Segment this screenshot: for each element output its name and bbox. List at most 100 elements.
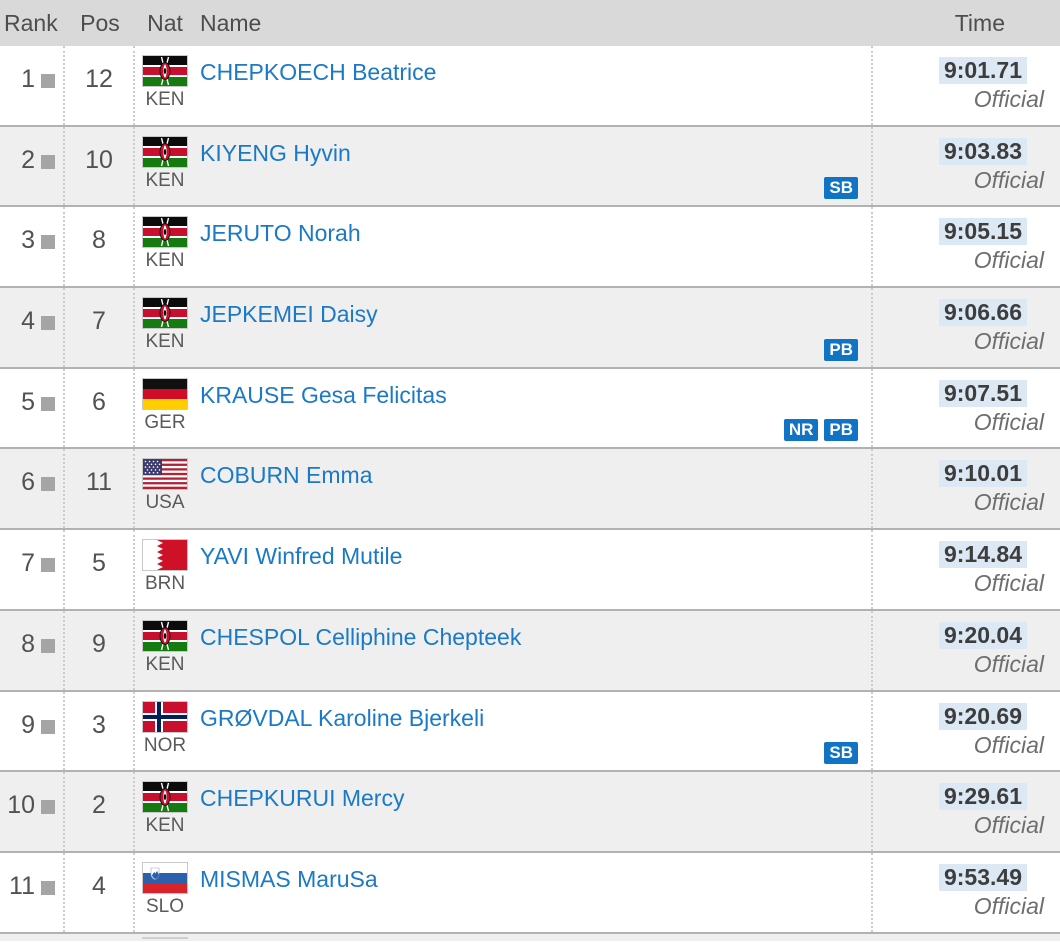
badge-container: PB xyxy=(824,338,858,361)
name-cell: YAVI Winfred Mutile xyxy=(195,530,871,609)
country-code: KEN xyxy=(145,89,185,110)
time-status: Official xyxy=(973,570,1044,597)
time-value: 9:05.15 xyxy=(938,218,1027,246)
rank-cell: 1 xyxy=(0,46,65,125)
pos-value: 2 xyxy=(92,791,106,820)
rank-value: 4 xyxy=(21,307,35,336)
nat-cell: USA xyxy=(135,449,195,528)
name-cell: KRAUSE Gesa Felicitas NR PB xyxy=(195,369,871,448)
pos-cell: 3 xyxy=(65,691,135,771)
badge-container: SB xyxy=(824,742,858,765)
nat-cell: KEN xyxy=(135,127,195,206)
time-value: 9:10.01 xyxy=(938,460,1027,488)
time-status: Official xyxy=(973,247,1044,274)
pos-value: 9 xyxy=(92,629,106,658)
pos-value: 10 xyxy=(85,145,113,174)
nat-cell: SLO xyxy=(135,853,195,932)
table-row: 11 4 SLO MISMAS MaruSa 9:53.49 Official xyxy=(0,852,1060,934)
time-value: 9:01.71 xyxy=(938,57,1027,84)
rank-marker-square xyxy=(41,396,55,411)
rank-marker-square xyxy=(41,800,55,815)
table-row: 6 11 USA COBURN Emma xyxy=(0,449,1060,531)
badge-PB: PB xyxy=(824,419,858,442)
table-row: 5 6 GER KRAUSE Gesa Felicitas NR PB 9:07.… xyxy=(0,368,1060,450)
rank-cell: 8 xyxy=(0,610,65,690)
rank-cell: 2 xyxy=(0,126,65,206)
time-status: Official xyxy=(973,812,1044,839)
pos-cell: 8 xyxy=(65,207,135,287)
athlete-name-link[interactable]: CHESPOL Celliphine Chepteek xyxy=(200,623,522,650)
badge-NR: NR xyxy=(783,419,819,442)
time-cell: 9:07.51 Official xyxy=(871,368,1060,448)
rank-cell: 5 xyxy=(0,368,65,448)
name-cell: JERUTO Norah xyxy=(195,207,871,286)
nat-cell: KEN xyxy=(135,288,195,367)
table-row: 3 8 KEN JERUTO Norah 9:05.15 Official xyxy=(0,207,1060,289)
country-code: BRN xyxy=(144,573,186,595)
country-code: GER xyxy=(144,411,186,433)
table-header-row: Rank Pos Nat Name Time xyxy=(0,0,1060,46)
time-value: 9:03.83 xyxy=(938,137,1027,165)
athlete-name-link[interactable]: JEPKEMEI Daisy xyxy=(200,301,378,328)
time-cell: 9:29.61 Official xyxy=(871,772,1060,851)
athlete-name-link[interactable]: JERUTO Norah xyxy=(200,220,361,247)
pos-value: 7 xyxy=(92,307,106,336)
rank-value: 2 xyxy=(21,145,35,174)
time-cell: 9:10.01 Official xyxy=(871,449,1060,529)
country-code: KEN xyxy=(145,331,185,353)
nat-cell: NOR xyxy=(135,692,195,771)
rank-cell: 3 xyxy=(0,207,65,287)
athlete-name-link[interactable]: CHEPKOECH Beatrice xyxy=(200,59,437,85)
name-cell: MISMAS MaruSa xyxy=(195,853,871,932)
flag-KEN-icon xyxy=(142,55,188,87)
rank-marker-square xyxy=(41,235,55,250)
time-cell: 9:20.04 Official xyxy=(871,610,1060,690)
time-value: 9:53.49 xyxy=(938,863,1027,891)
flag-KEN-icon xyxy=(142,135,188,168)
flag-GER-icon xyxy=(142,377,188,410)
time-status: Official xyxy=(973,408,1044,435)
time-status: Official xyxy=(973,731,1044,758)
rank-cell: 6 xyxy=(0,449,65,529)
name-cell: GRØVDAL Karoline Bjerkeli SB xyxy=(195,692,871,771)
athlete-name-link[interactable]: KRAUSE Gesa Felicitas xyxy=(200,381,447,408)
time-cell: 9:20.69 Official xyxy=(871,691,1060,771)
time-status: Official xyxy=(973,166,1044,193)
name-cell: CHEPKURUI Mercy xyxy=(195,772,871,851)
results-table-body: 1 12 KEN CHEPKOECH Beatrice 9:01.71 Offi… xyxy=(0,46,1060,934)
athlete-name-link[interactable]: YAVI Winfred Mutile xyxy=(200,543,403,570)
pos-value: 4 xyxy=(92,871,106,900)
table-row-partial xyxy=(0,933,1060,941)
rank-value: 10 xyxy=(7,791,35,820)
athlete-name-link[interactable]: KIYENG Hyvin xyxy=(200,139,351,166)
athlete-name-link[interactable]: CHEPKURUI Mercy xyxy=(200,785,405,812)
pos-cell: 7 xyxy=(65,288,135,367)
name-cell: KIYENG Hyvin SB xyxy=(195,127,871,206)
athlete-name-link[interactable]: GRØVDAL Karoline Bjerkeli xyxy=(200,704,485,731)
time-value: 9:29.61 xyxy=(938,783,1027,811)
badge-container: NR PB xyxy=(783,419,858,442)
country-code: NOR xyxy=(143,734,187,756)
time-cell: 9:06.66 Official xyxy=(871,288,1060,367)
badge-SB: SB xyxy=(824,177,858,200)
nat-cell: BRN xyxy=(135,530,195,609)
pos-value: 12 xyxy=(85,65,113,93)
flag-BRN-icon xyxy=(142,539,188,572)
flag-NOR-icon xyxy=(142,700,188,733)
country-code: KEN xyxy=(145,250,185,272)
pos-cell: 10 xyxy=(65,126,135,206)
pos-value: 3 xyxy=(92,710,106,739)
rank-marker-square xyxy=(41,477,55,492)
rank-cell: 4 xyxy=(0,288,65,367)
header-nat: Nat xyxy=(147,9,183,36)
pos-cell: 9 xyxy=(65,610,135,690)
rank-value: 5 xyxy=(21,387,35,416)
pos-cell: 11 xyxy=(65,449,135,529)
time-status: Official xyxy=(973,489,1044,516)
pos-cell: 6 xyxy=(65,368,135,448)
time-value: 9:14.84 xyxy=(938,541,1027,569)
header-name: Name xyxy=(200,9,262,36)
athlete-name-link[interactable]: COBURN Emma xyxy=(200,462,373,489)
athlete-name-link[interactable]: MISMAS MaruSa xyxy=(200,865,378,892)
